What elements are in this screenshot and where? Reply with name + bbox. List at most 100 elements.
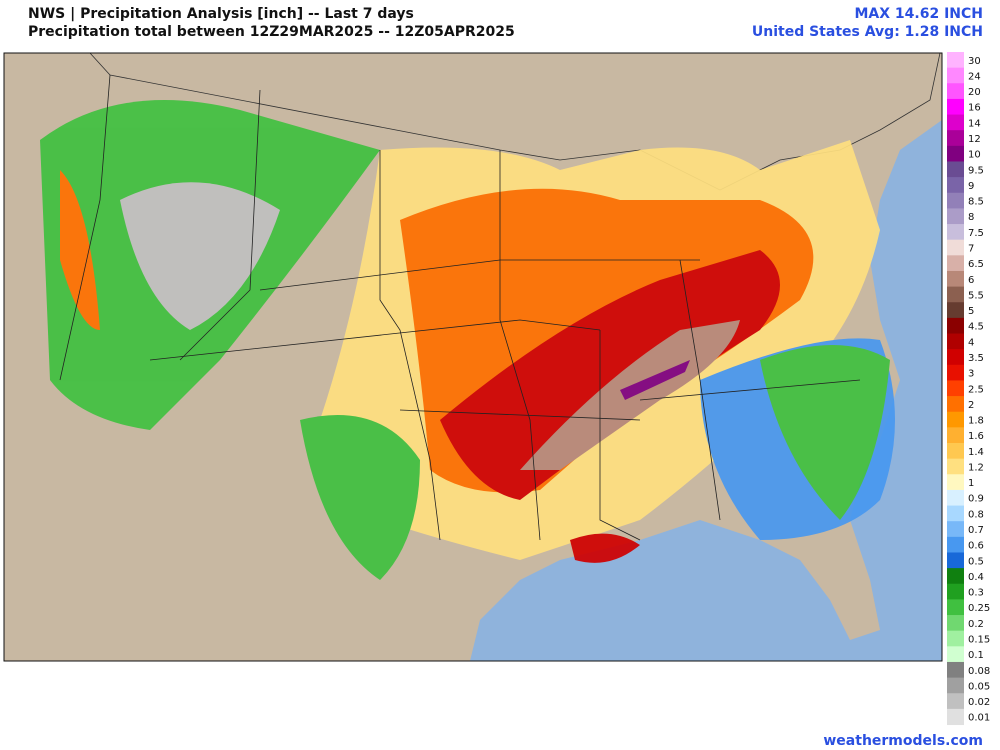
legend-label: 1.6 — [968, 431, 984, 442]
subtitle: Precipitation total between 12Z29MAR2025… — [28, 24, 515, 40]
border-line — [679, 259, 721, 521]
legend-swatch — [947, 349, 964, 366]
legend-label: 16 — [968, 103, 981, 114]
precip-area — [60, 170, 100, 330]
legend-swatch — [947, 98, 964, 116]
legend-swatch — [947, 458, 964, 475]
legend-swatch — [947, 583, 964, 600]
precip-area — [620, 360, 690, 400]
legend-swatch — [947, 505, 964, 522]
legend-label: 0.3 — [968, 588, 984, 599]
legend-label: 5.5 — [968, 290, 984, 301]
legend-label: 8.5 — [968, 197, 984, 208]
legend-swatch — [947, 536, 964, 553]
legend-swatch — [947, 130, 964, 147]
legend-swatch — [947, 286, 964, 303]
legend-label: 3 — [968, 369, 974, 380]
legend-swatch — [947, 396, 964, 413]
precip-area — [300, 415, 420, 580]
legend-label: 0.7 — [968, 525, 984, 536]
legend-swatch — [947, 427, 964, 444]
legend-label: 2.5 — [968, 384, 984, 395]
precip-area — [570, 533, 640, 563]
legend-label: 0.6 — [968, 541, 984, 552]
legend-swatch — [947, 489, 964, 507]
legend-label: 5 — [968, 306, 974, 317]
legend-swatch — [947, 83, 964, 100]
legend-swatch — [947, 693, 964, 710]
border-line — [499, 150, 541, 541]
border-line — [379, 150, 441, 541]
border-line — [639, 379, 861, 401]
legend-label: 4.5 — [968, 322, 984, 333]
legend-swatch — [947, 255, 964, 272]
legend-label: 6 — [968, 275, 974, 286]
legend-label: 0.1 — [968, 650, 984, 661]
legend-label: 9 — [968, 181, 974, 192]
color-legend: 302420161412109.598.587.576.565.554.543.… — [947, 52, 990, 726]
legend-swatch — [947, 615, 964, 632]
legend-swatch — [947, 239, 964, 256]
legend-label: 2 — [968, 400, 974, 411]
legend-label: 0.08 — [968, 666, 990, 677]
legend-label: 10 — [968, 150, 981, 161]
map-frame — [3, 52, 943, 662]
legend-swatch — [947, 630, 964, 647]
legend-label: 0.8 — [968, 509, 984, 520]
legend-swatch — [947, 552, 964, 569]
map — [3, 52, 943, 662]
legend-label: 1.4 — [968, 447, 984, 458]
legend-swatch — [947, 568, 964, 585]
border-line — [599, 330, 641, 541]
legend-label: 1.8 — [968, 416, 984, 427]
title: NWS | Precipitation Analysis [inch] -- L… — [28, 6, 414, 22]
legend-swatch — [947, 411, 964, 428]
legend-label: 0.9 — [968, 494, 984, 505]
legend-swatch — [947, 161, 964, 178]
legend-label: 12 — [968, 134, 981, 145]
legend-label: 14 — [968, 118, 981, 129]
precip-area — [440, 250, 780, 500]
legend-swatch — [947, 646, 964, 663]
legend-swatch — [947, 521, 964, 538]
legend-swatch — [947, 677, 964, 694]
border-line — [179, 89, 261, 361]
legend-swatch — [947, 364, 964, 381]
border-line — [399, 409, 641, 421]
legend-label: 7 — [968, 244, 974, 255]
legend-swatch — [947, 302, 964, 319]
max-value: MAX 14.62 INCH — [854, 6, 983, 22]
precip-area — [760, 345, 890, 520]
legend-label: 20 — [968, 87, 981, 98]
border-line — [59, 74, 111, 381]
legend-label: 0.05 — [968, 681, 990, 692]
legend-label: 1 — [968, 478, 974, 489]
legend-swatch — [947, 145, 964, 162]
legend-label: 0.25 — [968, 603, 990, 614]
border-line — [149, 319, 601, 361]
legend-swatch — [947, 52, 964, 69]
legend-label: 4 — [968, 337, 974, 348]
legend-swatch — [947, 208, 964, 225]
state-borders — [59, 74, 861, 541]
legend-label: 0.15 — [968, 635, 990, 646]
precip-area — [120, 182, 280, 330]
legend-swatch — [947, 177, 964, 194]
legend-swatch — [947, 599, 964, 616]
legend-swatch — [947, 474, 964, 491]
legend-swatch — [947, 317, 964, 335]
legend-swatch — [947, 708, 964, 726]
legend-label: 0.4 — [968, 572, 984, 583]
legend-label: 6.5 — [968, 259, 984, 270]
legend-swatch — [947, 661, 964, 679]
legend-label: 0.5 — [968, 556, 984, 567]
legend-swatch — [947, 333, 964, 350]
legend-swatch — [947, 270, 964, 288]
legend-label: 30 — [968, 56, 981, 67]
legend-swatch — [947, 380, 964, 397]
legend-swatch — [947, 443, 964, 460]
legend-label: 24 — [968, 71, 981, 82]
legend-label: 9.5 — [968, 165, 984, 176]
